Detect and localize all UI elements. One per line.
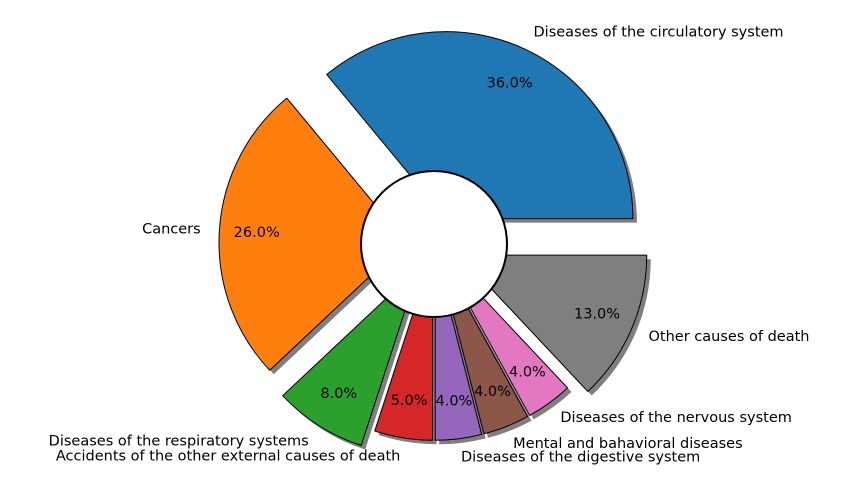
category-label-mental-and-bahavioral-diseases: Mental and bahavioral diseases (513, 436, 742, 452)
percent-label-diseases-of-the-nervous-system: 4.0% (509, 365, 546, 381)
percent-label-other-causes-of-death: 13.0% (574, 307, 620, 323)
category-label-diseases-of-the-digestive-system: Diseases of the digestive system (461, 449, 700, 465)
category-label-other-causes-of-death: Other causes of death (649, 329, 810, 345)
slice-other-causes-of-death (459, 254, 648, 392)
percent-label-accidents-of-the-other-external-causes-of-death: 5.0% (391, 393, 428, 409)
percent-label-diseases-of-the-circulatory-system: 36.0% (487, 75, 533, 91)
slice-diseases-of-the-respiratory-systems (282, 267, 420, 447)
category-labels: Diseases of the circulatory system Cancer… (49, 24, 810, 465)
slice-cancers (218, 97, 407, 371)
category-label-cancers: Cancers (142, 221, 201, 237)
slice-diseases-of-the-circulatory-system (326, 31, 634, 220)
category-label-diseases-of-the-respiratory-systems: Diseases of the respiratory systems (49, 433, 309, 449)
percent-label-diseases-of-the-respiratory-systems: 8.0% (320, 386, 357, 402)
percent-label-cancers: 26.0% (234, 225, 280, 241)
percent-label-diseases-of-the-digestive-system: 4.0% (435, 394, 472, 410)
category-label-diseases-of-the-nervous-system: Diseases of the nervous system (560, 410, 791, 426)
donut-hole (360, 170, 508, 318)
category-label-accidents-of-the-other-external-causes-of-death: Accidents of the other external causes o… (56, 448, 400, 464)
percent-label-mental-and-bahavioral-diseases: 4.0% (474, 384, 511, 400)
category-label-diseases-of-the-circulatory-system: Diseases of the circulatory system (534, 24, 784, 40)
percent-labels: 36.0%26.0%8.0% 5.0% 4.0%4.0%4.0%13.0% (234, 75, 620, 409)
